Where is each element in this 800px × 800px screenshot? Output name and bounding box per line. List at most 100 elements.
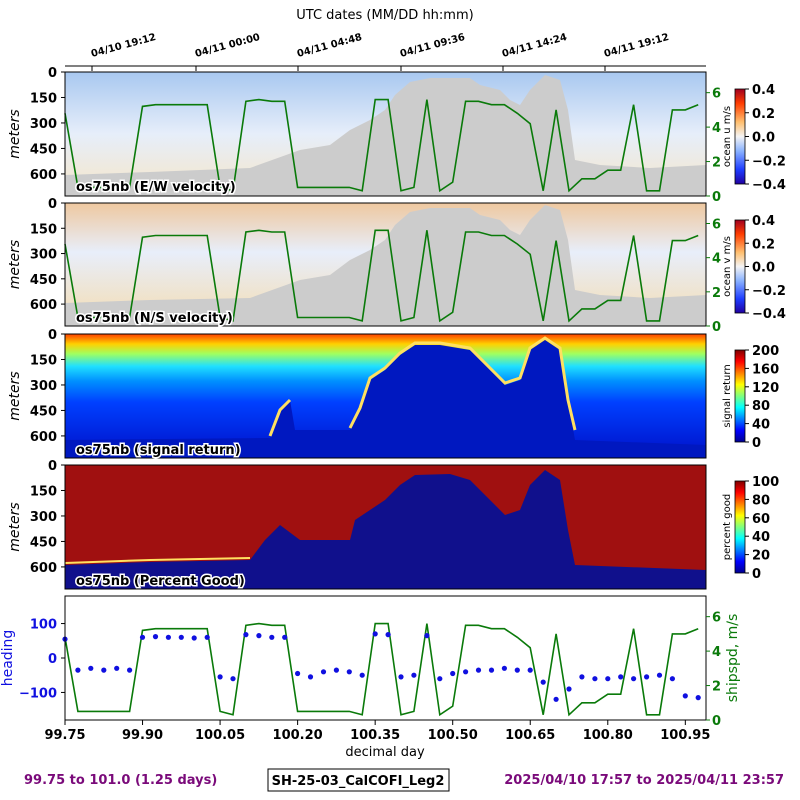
colorbar-tick-label: 20 [752,549,770,564]
heading-point [101,667,107,673]
footer-cruise-box [267,768,450,792]
colorbar-tick-label: 0.2 [752,237,775,252]
depth-tick-label: 0 [48,197,57,212]
x-tick-label: 100.65 [505,728,555,743]
depth-tick-label: 300 [30,510,57,525]
colorbar-ew [734,88,746,185]
heading-tick-label: −100 [19,686,57,701]
colorbar-tick-label: 80 [752,493,770,508]
colorbar-tick-label: −0.2 [752,284,786,299]
heading-point [540,679,546,685]
shipspd-axis-label: shipspd, m/s [725,614,741,703]
colorbar-tick-label: 40 [752,530,770,545]
colorbar-tick-label: −0.4 [752,307,786,322]
heading-point [463,669,469,675]
colorbar-tick-label: 0 [752,436,761,451]
depth-tick-label: 150 [30,91,57,106]
depth-axis-label: meters [7,240,23,289]
depth-tick-label: 300 [30,379,57,394]
x-tick-label: 100.95 [660,728,710,743]
depth-tick-label: 450 [30,404,57,419]
shipspd-tick-label: 6 [712,611,721,626]
depth-tick-label: 300 [30,117,57,132]
shipspd-line-ns [64,229,699,323]
colorbar-signal [734,349,746,443]
signal-bottom-echo [268,336,577,437]
panel-frame-signal [64,333,707,459]
heading-tick-label: 0 [48,652,57,667]
depth-tick-label: 600 [30,430,57,445]
colorbar-tick-label: 200 [752,344,779,359]
heading-point [682,693,688,699]
heading-point [398,674,404,680]
colorbar-tick-label: 0.2 [752,107,775,122]
x-tick-label: 100.80 [583,728,633,743]
depth-tick-label: 600 [30,561,57,576]
depth-axes: 0 150 300 450 600 meters 0 150 300 450 600 meters 0 1… [7,66,65,576]
heading-point [295,670,301,677]
depth-tick-label: 450 [30,535,57,550]
panel-heading-speed: 100 0 −100 6 4 2 0 99.75 99.90 100.05 100.20 100.35… [0,595,741,760]
colorbar-title: ocean v m/s [722,236,733,297]
heading-point [475,667,482,673]
heading-point [320,669,327,675]
shipspd-tick-label: 4 [712,645,721,660]
heading-point [424,633,430,639]
speed-tick-label: 2 [712,286,721,301]
heading-point [372,631,378,637]
heading-tick-label: 100 [30,618,57,633]
heading-point [269,634,275,640]
colorbar-tick-label: 0.0 [752,261,775,276]
heading-point [217,674,223,680]
heading-point [204,634,210,640]
top-date-label: 04/11 19:12 [603,32,670,60]
shipspd-line-ew [64,98,699,193]
panel-ns-velocity: os75nb (N/S velocity) [64,202,707,328]
heading-point [450,670,456,677]
heading-axis-label: heading [0,630,16,687]
panel-label-signal: os75nb (signal return) [76,443,241,458]
speed-tick-label: 0 [712,190,721,205]
figure-title: UTC dates (MM/DD hh:mm) [296,8,473,23]
top-date-label: 04/11 04:48 [296,32,363,60]
heading-point [243,632,249,638]
colorbar-tick-label: 0.4 [752,83,775,98]
speed-tick-label: 2 [712,156,721,171]
heading-point [152,634,159,640]
panel-ew-velocity: os75nb (E/W velocity) [64,71,707,197]
shipspd-tick-label: 2 [712,680,721,695]
colorbar-tick-label: 0.0 [752,131,775,146]
heading-point [592,676,598,682]
heading-point [669,676,676,682]
heading-point [75,667,81,673]
depth-tick-label: 150 [30,484,57,499]
x-tick-label: 100.20 [273,728,323,743]
heading-point [695,695,701,701]
percent-good-low-region [65,470,706,589]
colorbar-ns [734,219,746,314]
heading-point [514,667,520,673]
panel-signal-return: os75nb (signal return) [64,333,707,460]
top-date-label: 04/11 09:36 [399,32,466,60]
depth-tick-label: 600 [30,168,57,183]
heading-point [385,632,391,638]
heading-point [230,676,236,682]
panel-label-ns: os75nb (N/S velocity) [76,311,233,326]
heading-point [644,674,650,680]
heading-point [437,676,443,682]
top-date-label: 04/10 19:12 [90,32,157,60]
speed-tick-label: 4 [712,252,721,267]
heading-point [618,674,624,680]
heading-point [139,634,146,640]
x-tick-label: 100.05 [195,728,245,743]
colorbar-tick-label: 40 [752,418,770,433]
x-tick-label: 100.35 [350,728,400,743]
x-tick-label: 99.90 [122,728,163,743]
heading-point [127,667,133,673]
speed-tick-label: 4 [712,121,721,136]
speed-tick-label: 6 [712,218,721,233]
x-tick-label: 100.50 [428,728,478,743]
heading-point [553,696,559,702]
